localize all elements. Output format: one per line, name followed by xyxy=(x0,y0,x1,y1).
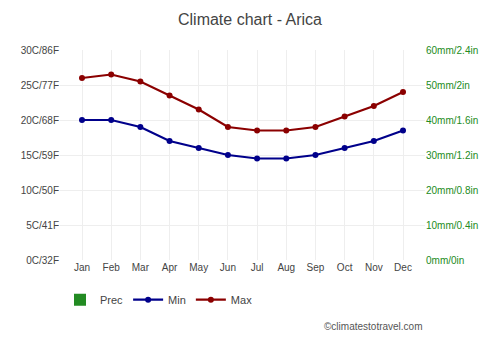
svg-text:60mm/2.4in: 60mm/2.4in xyxy=(426,45,478,56)
svg-text:20mm/0.8in: 20mm/0.8in xyxy=(426,185,478,196)
svg-text:5C/41F: 5C/41F xyxy=(26,220,59,231)
svg-text:Prec: Prec xyxy=(100,294,123,306)
svg-text:40mm/1.6in: 40mm/1.6in xyxy=(426,115,478,126)
svg-text:10C/50F: 10C/50F xyxy=(21,185,59,196)
svg-text:May: May xyxy=(189,262,208,273)
svg-text:Dec: Dec xyxy=(394,262,412,273)
svg-text:Jan: Jan xyxy=(74,262,90,273)
svg-text:25C/77F: 25C/77F xyxy=(21,80,59,91)
svg-text:Mar: Mar xyxy=(132,262,150,273)
svg-text:Nov: Nov xyxy=(365,262,383,273)
svg-text:Oct: Oct xyxy=(337,262,353,273)
svg-text:50mm/2in: 50mm/2in xyxy=(426,80,470,91)
svg-text:Aug: Aug xyxy=(277,262,295,273)
svg-text:0mm/0in: 0mm/0in xyxy=(426,255,464,266)
svg-text:30mm/1.2in: 30mm/1.2in xyxy=(426,150,478,161)
svg-text:Jul: Jul xyxy=(251,262,264,273)
svg-text:10mm/0.4in: 10mm/0.4in xyxy=(426,220,478,231)
svg-text:©climatestotravel.com: ©climatestotravel.com xyxy=(324,321,423,332)
svg-text:20C/68F: 20C/68F xyxy=(21,115,59,126)
svg-text:Climate chart - Arica: Climate chart - Arica xyxy=(178,11,322,28)
svg-text:Jun: Jun xyxy=(220,262,236,273)
svg-text:Apr: Apr xyxy=(162,262,178,273)
svg-text:Sep: Sep xyxy=(307,262,325,273)
svg-text:15C/59F: 15C/59F xyxy=(21,150,59,161)
svg-text:Min: Min xyxy=(168,294,186,306)
svg-text:0C/32F: 0C/32F xyxy=(26,255,59,266)
svg-text:Feb: Feb xyxy=(103,262,121,273)
svg-text:30C/86F: 30C/86F xyxy=(21,45,59,56)
svg-text:Max: Max xyxy=(231,294,252,306)
